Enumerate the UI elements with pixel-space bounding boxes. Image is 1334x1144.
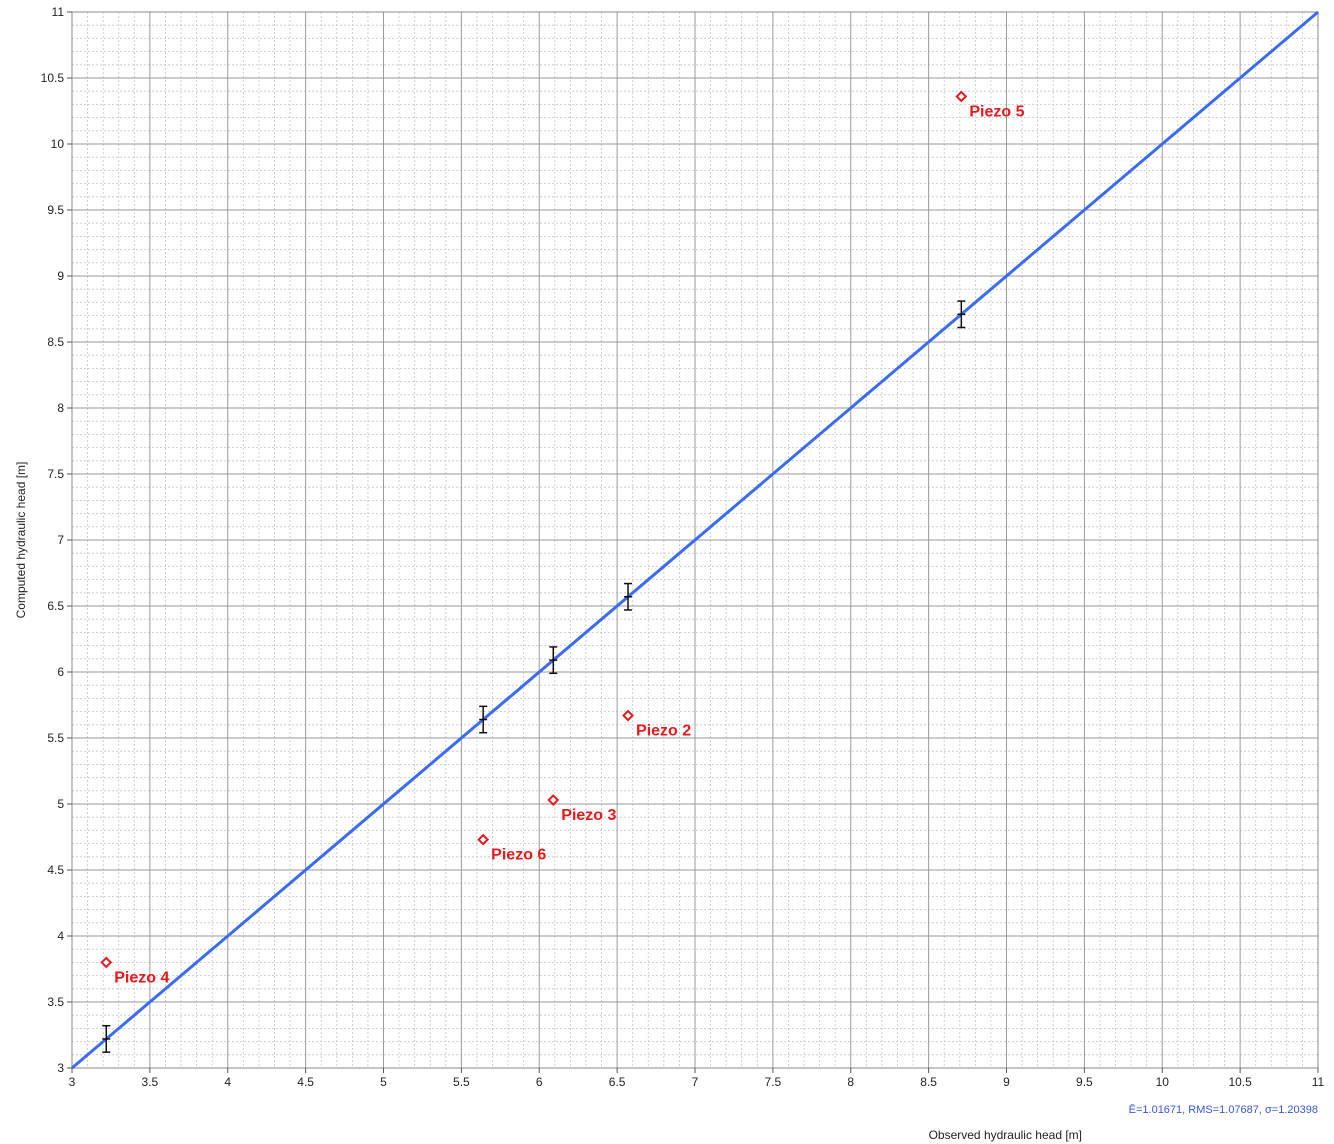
- error-bar: [957, 301, 965, 327]
- data-point: [957, 92, 966, 101]
- x-tick-label: 11: [1312, 1075, 1325, 1089]
- y-tick-label: 10: [51, 137, 65, 151]
- y-tick-label: 8: [57, 401, 64, 415]
- x-tick-label: 6: [536, 1075, 543, 1089]
- x-tick-label: 7.5: [765, 1075, 782, 1089]
- data-point: [549, 796, 558, 805]
- x-tick-label: 6.5: [609, 1075, 626, 1089]
- x-tick-label: 10.5: [1228, 1075, 1252, 1089]
- x-tick-label: 10: [1156, 1075, 1170, 1089]
- y-tick-label: 10.5: [41, 71, 65, 85]
- y-tick-label: 11: [52, 5, 65, 19]
- point-label: Piezo 6: [491, 847, 546, 864]
- x-tick-label: 3: [69, 1075, 76, 1089]
- x-tick-label: 9: [1003, 1075, 1010, 1089]
- x-tick-label: 7: [692, 1075, 699, 1089]
- y-tick-label: 4.5: [47, 863, 64, 877]
- y-tick-label: 6.5: [47, 599, 64, 613]
- y-tick-label: 9: [57, 269, 64, 283]
- y-tick-label: 6: [57, 665, 64, 679]
- y-tick-label: 5: [57, 797, 64, 811]
- error-bar: [549, 647, 557, 673]
- tick-labels: 3 3.5 4 4.5 5 5.5 6 6.5 7 7.5 8 8.5 9 9.5 10 10.5 11 3 3.5…: [41, 5, 1325, 1089]
- point-label: Piezo 2: [636, 723, 691, 740]
- y-tick-label: 3.5: [47, 995, 64, 1009]
- y-tick-label: 5.5: [47, 731, 64, 745]
- y-tick-label: 4: [57, 929, 64, 943]
- x-axis-title: Observed hydraulic head [m]: [929, 1128, 1082, 1142]
- data-points: Piezo 4 Piezo 6 Piezo 3 Piezo 2 Piezo 5: [102, 92, 1025, 986]
- y-tick-label: 3: [57, 1061, 64, 1075]
- x-tick-label: 3.5: [142, 1075, 159, 1089]
- error-bar: [479, 706, 487, 732]
- point-label: Piezo 4: [114, 969, 169, 986]
- y-tick-label: 7.5: [47, 467, 64, 481]
- x-tick-label: 8.5: [920, 1075, 937, 1089]
- point-label: Piezo 3: [561, 807, 616, 824]
- x-tick-label: 9.5: [1076, 1075, 1093, 1089]
- point-label: Piezo 5: [969, 103, 1024, 120]
- data-point: [624, 711, 633, 720]
- y-axis-title: Computed hydraulic head [m]: [14, 462, 28, 619]
- y-tick-label: 8.5: [47, 335, 64, 349]
- y-tick-label: 7: [57, 533, 64, 547]
- x-tick-label: 4: [224, 1075, 231, 1089]
- x-tick-label: 4.5: [297, 1075, 314, 1089]
- y-tick-label: 9.5: [47, 203, 64, 217]
- x-tick-label: 5.5: [453, 1075, 470, 1089]
- data-point: [479, 835, 488, 844]
- x-tick-label: 8: [847, 1075, 854, 1089]
- stats-annotation: Ē=1.01671, RMS=1.07687, σ=1.20398: [1129, 1104, 1318, 1116]
- x-tick-label: 5: [380, 1075, 387, 1089]
